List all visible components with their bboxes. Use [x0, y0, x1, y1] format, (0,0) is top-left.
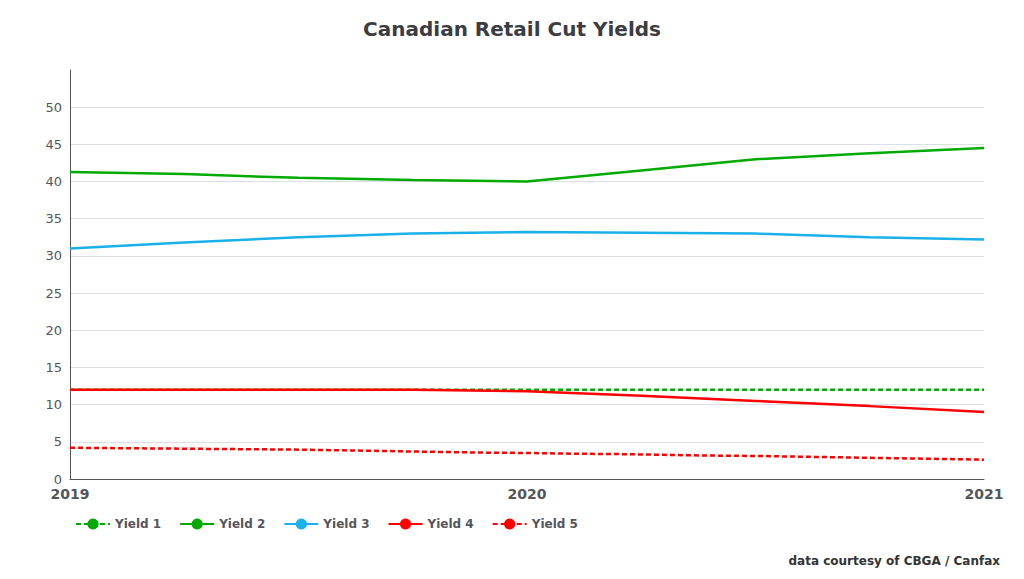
svg-text:2021: 2021 [965, 486, 1004, 502]
svg-text:2020: 2020 [508, 486, 547, 502]
svg-text:10: 10 [45, 397, 62, 412]
svg-text:Yield 5: Yield 5 [531, 517, 578, 531]
svg-text:50: 50 [45, 100, 62, 115]
svg-text:35: 35 [45, 211, 62, 226]
svg-text:Yield 3: Yield 3 [322, 517, 369, 531]
svg-text:20: 20 [45, 323, 62, 338]
svg-text:2019: 2019 [51, 486, 90, 502]
svg-text:data courtesy of CBGA / Canfax: data courtesy of CBGA / Canfax [788, 554, 1000, 568]
svg-text:45: 45 [45, 137, 62, 152]
svg-text:15: 15 [45, 360, 62, 375]
svg-text:25: 25 [45, 286, 62, 301]
svg-text:Yield 2: Yield 2 [218, 517, 265, 531]
svg-text:Yield 1: Yield 1 [114, 517, 161, 531]
svg-text:Yield 4: Yield 4 [427, 517, 474, 531]
svg-text:30: 30 [45, 248, 62, 263]
svg-text:40: 40 [45, 174, 62, 189]
svg-text:0: 0 [54, 472, 62, 487]
svg-text:Canadian Retail Cut Yields: Canadian Retail Cut Yields [363, 17, 661, 41]
svg-text:5: 5 [54, 434, 62, 449]
